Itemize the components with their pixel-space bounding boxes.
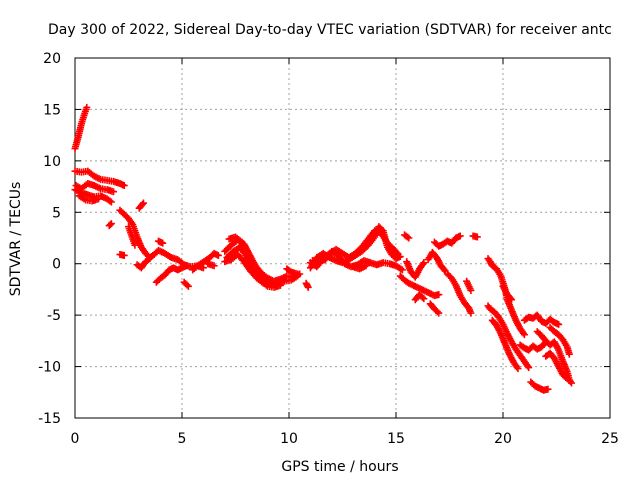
data-point: [95, 195, 103, 203]
data-point: [562, 374, 570, 382]
y-tick-label: 20: [43, 51, 61, 67]
data-point: [508, 296, 516, 304]
y-tick-label: 10: [43, 154, 61, 170]
y-tick-label: -10: [38, 360, 61, 376]
data-point: [405, 234, 413, 242]
data-point: [525, 364, 533, 372]
x-tick-label: 5: [178, 431, 187, 447]
data-point: [294, 270, 302, 278]
data-point: [433, 308, 441, 316]
data-point: [106, 221, 114, 229]
data-point: [467, 286, 475, 294]
data-point: [565, 350, 573, 358]
data-point: [184, 282, 192, 290]
data-point: [146, 255, 154, 263]
data-point: [138, 200, 146, 208]
axis-ticks: [74, 57, 611, 419]
data-point: [440, 266, 448, 274]
data-point: [110, 188, 118, 196]
data-point: [555, 320, 563, 328]
data-point: [398, 266, 406, 274]
data-point: [276, 281, 284, 289]
data-point: [144, 256, 152, 264]
chart-title: Day 300 of 2022, Sidereal Day-to-day VTE…: [48, 22, 612, 38]
y-tick-label: -15: [38, 411, 61, 427]
data-point: [259, 279, 267, 287]
x-tick-label: 0: [71, 431, 80, 447]
data-point: [467, 309, 475, 317]
data-points: [71, 103, 575, 394]
data-point: [456, 232, 464, 240]
y-tick-label: 15: [43, 102, 61, 118]
data-point: [435, 291, 443, 299]
data-point: [418, 293, 426, 301]
data-point: [435, 309, 443, 317]
data-point: [120, 251, 128, 259]
x-tick-labels: 0 5 10 15 20 25: [71, 431, 619, 447]
y-tick-label: -5: [47, 308, 61, 324]
y-tick-labels: -15 -10 -5 0 5 10 15 20: [38, 51, 61, 427]
x-axis-label: GPS time / hours: [281, 459, 398, 475]
data-point: [159, 239, 167, 247]
data-point: [120, 182, 128, 190]
data-point: [107, 220, 115, 228]
x-tick-label: 15: [387, 431, 405, 447]
data-point: [107, 198, 115, 206]
data-point: [567, 379, 575, 387]
y-tick-label: 5: [52, 205, 61, 221]
data-point: [506, 294, 514, 302]
data-point: [514, 365, 522, 373]
x-tick-label: 20: [494, 431, 512, 447]
data-point: [362, 262, 370, 270]
data-point: [210, 262, 218, 270]
data-point: [106, 197, 114, 205]
data-point: [393, 249, 401, 257]
data-point: [544, 385, 552, 393]
data-point: [520, 331, 528, 339]
data-point: [403, 233, 411, 241]
plot-frame: [74, 57, 611, 419]
data-point: [182, 262, 190, 270]
data-point: [214, 251, 222, 259]
data-point: [131, 241, 139, 249]
data-point: [304, 283, 312, 291]
data-point: [473, 233, 481, 241]
y-axis-label: SDTVAR / TECUs: [8, 182, 24, 297]
grid-lines: [75, 58, 610, 418]
data-point: [139, 199, 147, 207]
y-tick-label: 0: [52, 257, 61, 273]
data-point: [83, 103, 91, 111]
x-tick-label: 10: [280, 431, 298, 447]
data-point: [199, 264, 207, 272]
data-point: [420, 295, 428, 303]
data-point: [183, 281, 191, 289]
data-point: [563, 375, 571, 383]
x-tick-label: 25: [601, 431, 619, 447]
data-point: [394, 250, 402, 258]
data-point: [420, 259, 428, 267]
